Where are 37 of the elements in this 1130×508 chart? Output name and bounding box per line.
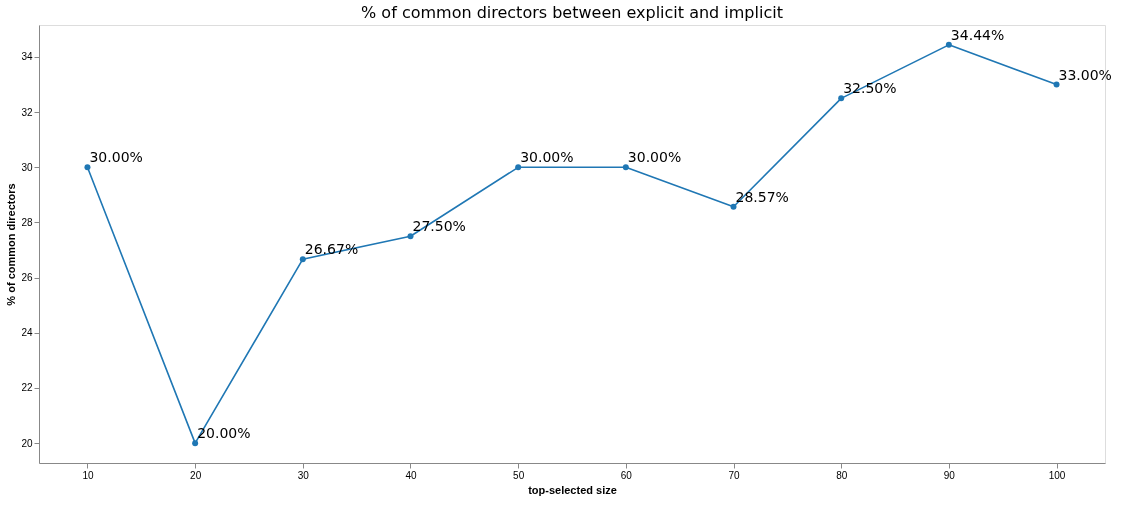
y-tick-label: 24 (21, 327, 33, 339)
y-tick-label: 30 (21, 161, 33, 173)
data-label: 34.44% (950, 26, 1005, 43)
x-tick-label: 80 (836, 469, 848, 481)
x-tick-label: 50 (513, 469, 525, 481)
point (945, 41, 952, 48)
x-tick-label: 90 (943, 469, 956, 481)
x-tick-label: 60 (620, 469, 633, 481)
point (84, 164, 91, 171)
data-label: 30.00% (89, 149, 143, 166)
point (838, 95, 845, 102)
data-label: 30.00% (520, 149, 574, 166)
y-tick-label: 28 (21, 216, 33, 228)
point (622, 164, 629, 171)
point (1053, 81, 1060, 88)
y-tick-label: 26 (21, 272, 33, 284)
data-label: 33.00% (1058, 66, 1112, 83)
x-tick-label: 30 (297, 469, 310, 481)
y-tick-label: 32 (21, 106, 33, 118)
data-label: 30.00% (627, 149, 682, 166)
point (407, 233, 414, 240)
x-tick-label: 100 (1048, 469, 1066, 481)
y-tick-label: 22 (21, 382, 33, 394)
point (299, 256, 306, 263)
point (730, 203, 737, 210)
chart-title: % of common directors between explicit and implicit (361, 3, 783, 22)
x-tick-label: 20 (190, 469, 202, 481)
x-tick-label: 40 (405, 469, 417, 481)
point (192, 440, 199, 447)
data-label: 26.67% (304, 241, 359, 258)
point (515, 164, 522, 171)
y-tick-label: 34 (21, 51, 33, 63)
x-axis-title: top-selected size (528, 483, 617, 496)
x-tick-label: 70 (728, 469, 741, 481)
y-axis-title: % of common directors (5, 183, 18, 306)
y-tick-label: 20 (21, 437, 33, 449)
x-tick-label: 10 (82, 469, 94, 481)
